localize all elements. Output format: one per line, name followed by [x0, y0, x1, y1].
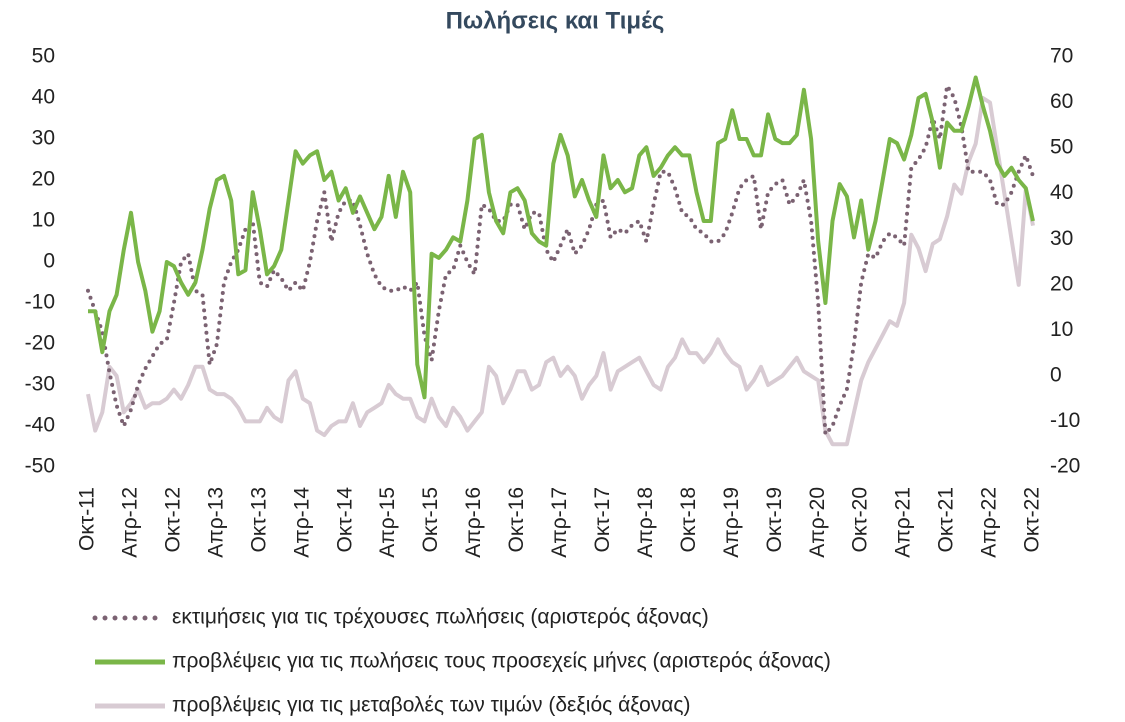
x-tick-label: Απρ-22	[978, 487, 1001, 558]
chart-title: Πωλήσεις και Τιμές	[446, 7, 665, 34]
y2-tick-label: -10	[1050, 409, 1080, 432]
x-tick-label: Απρ-19	[720, 487, 743, 558]
y2-tick-label: 60	[1050, 90, 1073, 113]
series-line	[86, 83, 1035, 437]
series-line	[86, 96, 1035, 447]
y2-tick-label: 70	[1050, 45, 1073, 68]
x-tick-label: Απρ-13	[204, 487, 227, 558]
y-tick-label: 50	[32, 45, 55, 68]
y-tick-label: -30	[25, 373, 55, 396]
y2-tick-label: 50	[1050, 136, 1073, 159]
y-tick-label: 30	[32, 127, 55, 150]
y-tick-label: 0	[43, 250, 55, 273]
x-tick-label: Οκτ-14	[333, 487, 356, 553]
x-tick-label: Απρ-16	[462, 487, 485, 558]
legend-label: προβλέψεις για τις πωλήσεις τους προσεχε…	[172, 650, 831, 673]
y2-tick-label: 10	[1050, 318, 1073, 341]
x-tick-label: Οκτ-21	[935, 487, 958, 552]
x-tick-label: Οκτ-11	[76, 487, 99, 551]
x-tick-label: Οκτ-17	[591, 487, 614, 552]
x-tick-label: Απρ-15	[376, 487, 399, 558]
y2-tick-label: 0	[1050, 363, 1062, 386]
x-tick-label: Οκτ-16	[505, 487, 528, 552]
x-tick-label: Απρ-20	[806, 487, 829, 558]
y2-tick-label: -20	[1050, 455, 1080, 478]
x-tick-label: Οκτ-13	[247, 487, 270, 552]
x-tick-label: Απρ-18	[634, 487, 657, 558]
legend-label: προβλέψεις για τις μεταβολές των τιμών (…	[172, 694, 691, 717]
x-tick-label: Απρ-14	[290, 487, 313, 558]
y-tick-label: -20	[25, 332, 55, 355]
x-tick-label: Οκτ-20	[849, 487, 872, 552]
y-tick-label: -10	[25, 291, 55, 314]
x-tick-label: Απρ-12	[119, 487, 142, 558]
y-tick-label: 40	[32, 86, 55, 109]
y2-tick-label: 20	[1050, 272, 1073, 295]
y-tick-label: 10	[32, 209, 55, 232]
x-tick-label: Οκτ-22	[1021, 487, 1044, 552]
y2-tick-label: 40	[1050, 181, 1073, 204]
x-tick-label: Οκτ-15	[419, 487, 442, 552]
x-tick-label: Απρ-21	[892, 487, 915, 558]
legend-label: εκτιμήσεις για τις τρέχουσες πωλήσεις (α…	[172, 606, 709, 629]
y2-tick-label: 30	[1050, 227, 1073, 250]
x-tick-label: Οκτ-18	[677, 487, 700, 552]
x-tick-label: Απρ-17	[548, 487, 571, 558]
x-tick-label: Οκτ-19	[763, 487, 786, 552]
series-line	[88, 75, 1035, 400]
y-tick-label: -40	[25, 414, 55, 437]
x-tick-label: Οκτ-12	[161, 487, 184, 552]
y-tick-label: 20	[32, 168, 55, 191]
y-tick-label: -50	[25, 455, 55, 478]
